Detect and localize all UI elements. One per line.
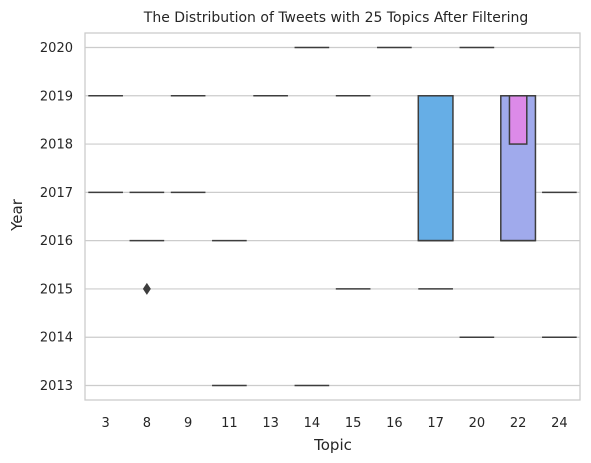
boxes-layer: [88, 46, 577, 387]
x-tick-9: 9: [184, 416, 192, 431]
grid-lines: [85, 46, 580, 387]
x-tick-8: 8: [143, 416, 151, 431]
x-tick-3: 3: [101, 416, 109, 431]
box-topic-11: [212, 239, 247, 387]
y-tick-2017: 2017: [40, 186, 73, 201]
outlier-8-2015: [142, 282, 151, 295]
x-tick-15: 15: [345, 416, 362, 431]
box-body-17: [417, 95, 454, 242]
x-tick-17: 17: [427, 416, 444, 431]
y-axis-label: Year: [8, 198, 26, 232]
box-topic-24: [542, 191, 577, 338]
box-topic-8: [129, 191, 165, 295]
x-tick-16: 16: [386, 416, 403, 431]
x-tick-22: 22: [510, 416, 527, 431]
x-tick-24: 24: [551, 416, 568, 431]
y-tick-2020: 2020: [40, 41, 73, 56]
box-topic-3: [88, 95, 123, 194]
y-tick-2019: 2019: [40, 89, 73, 104]
inner-box-22: [508, 95, 528, 145]
y-tick-2014: 2014: [40, 331, 73, 346]
y-tick-2013: 2013: [40, 379, 73, 394]
box-topic-22: [500, 95, 537, 242]
chart-title: The Distribution of Tweets with 25 Topic…: [143, 10, 528, 26]
box-topic-17: [417, 95, 454, 290]
box-topic-15: [335, 95, 371, 290]
box-topic-20: [459, 46, 495, 338]
plot-frame: [84, 32, 581, 401]
x-tick-labels: 3 8 9 11 13 14 15 16 17 20 22 24: [101, 416, 567, 431]
x-tick-13: 13: [262, 416, 279, 431]
x-tick-11: 11: [221, 416, 238, 431]
x-tick-14: 14: [304, 416, 321, 431]
y-tick-2015: 2015: [40, 282, 73, 297]
box-topic-14: [294, 46, 330, 387]
x-tick-20: 20: [469, 416, 486, 431]
y-tick-2016: 2016: [40, 234, 73, 249]
y-tick-2018: 2018: [40, 138, 73, 153]
y-tick-labels: 2013 2014 2015 2016 2017 2018 2019 2020: [40, 41, 73, 394]
x-axis-label: Topic: [313, 436, 352, 454]
box-topic-9: [170, 95, 206, 194]
